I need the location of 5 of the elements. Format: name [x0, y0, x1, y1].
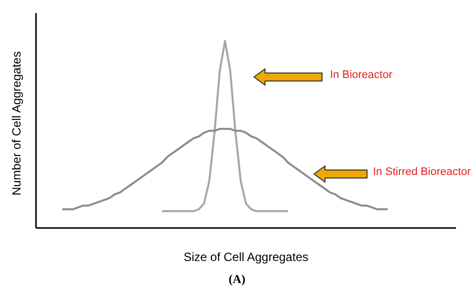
- annotation: In Bioreactor: [330, 69, 392, 81]
- x-axis-title: Size of Cell Aggregates: [184, 250, 308, 264]
- y-axis-title: Number of Cell Aggregates: [9, 51, 24, 196]
- annotation: In Stirred Bioreactor: [373, 166, 471, 178]
- text: (A): [228, 272, 246, 287]
